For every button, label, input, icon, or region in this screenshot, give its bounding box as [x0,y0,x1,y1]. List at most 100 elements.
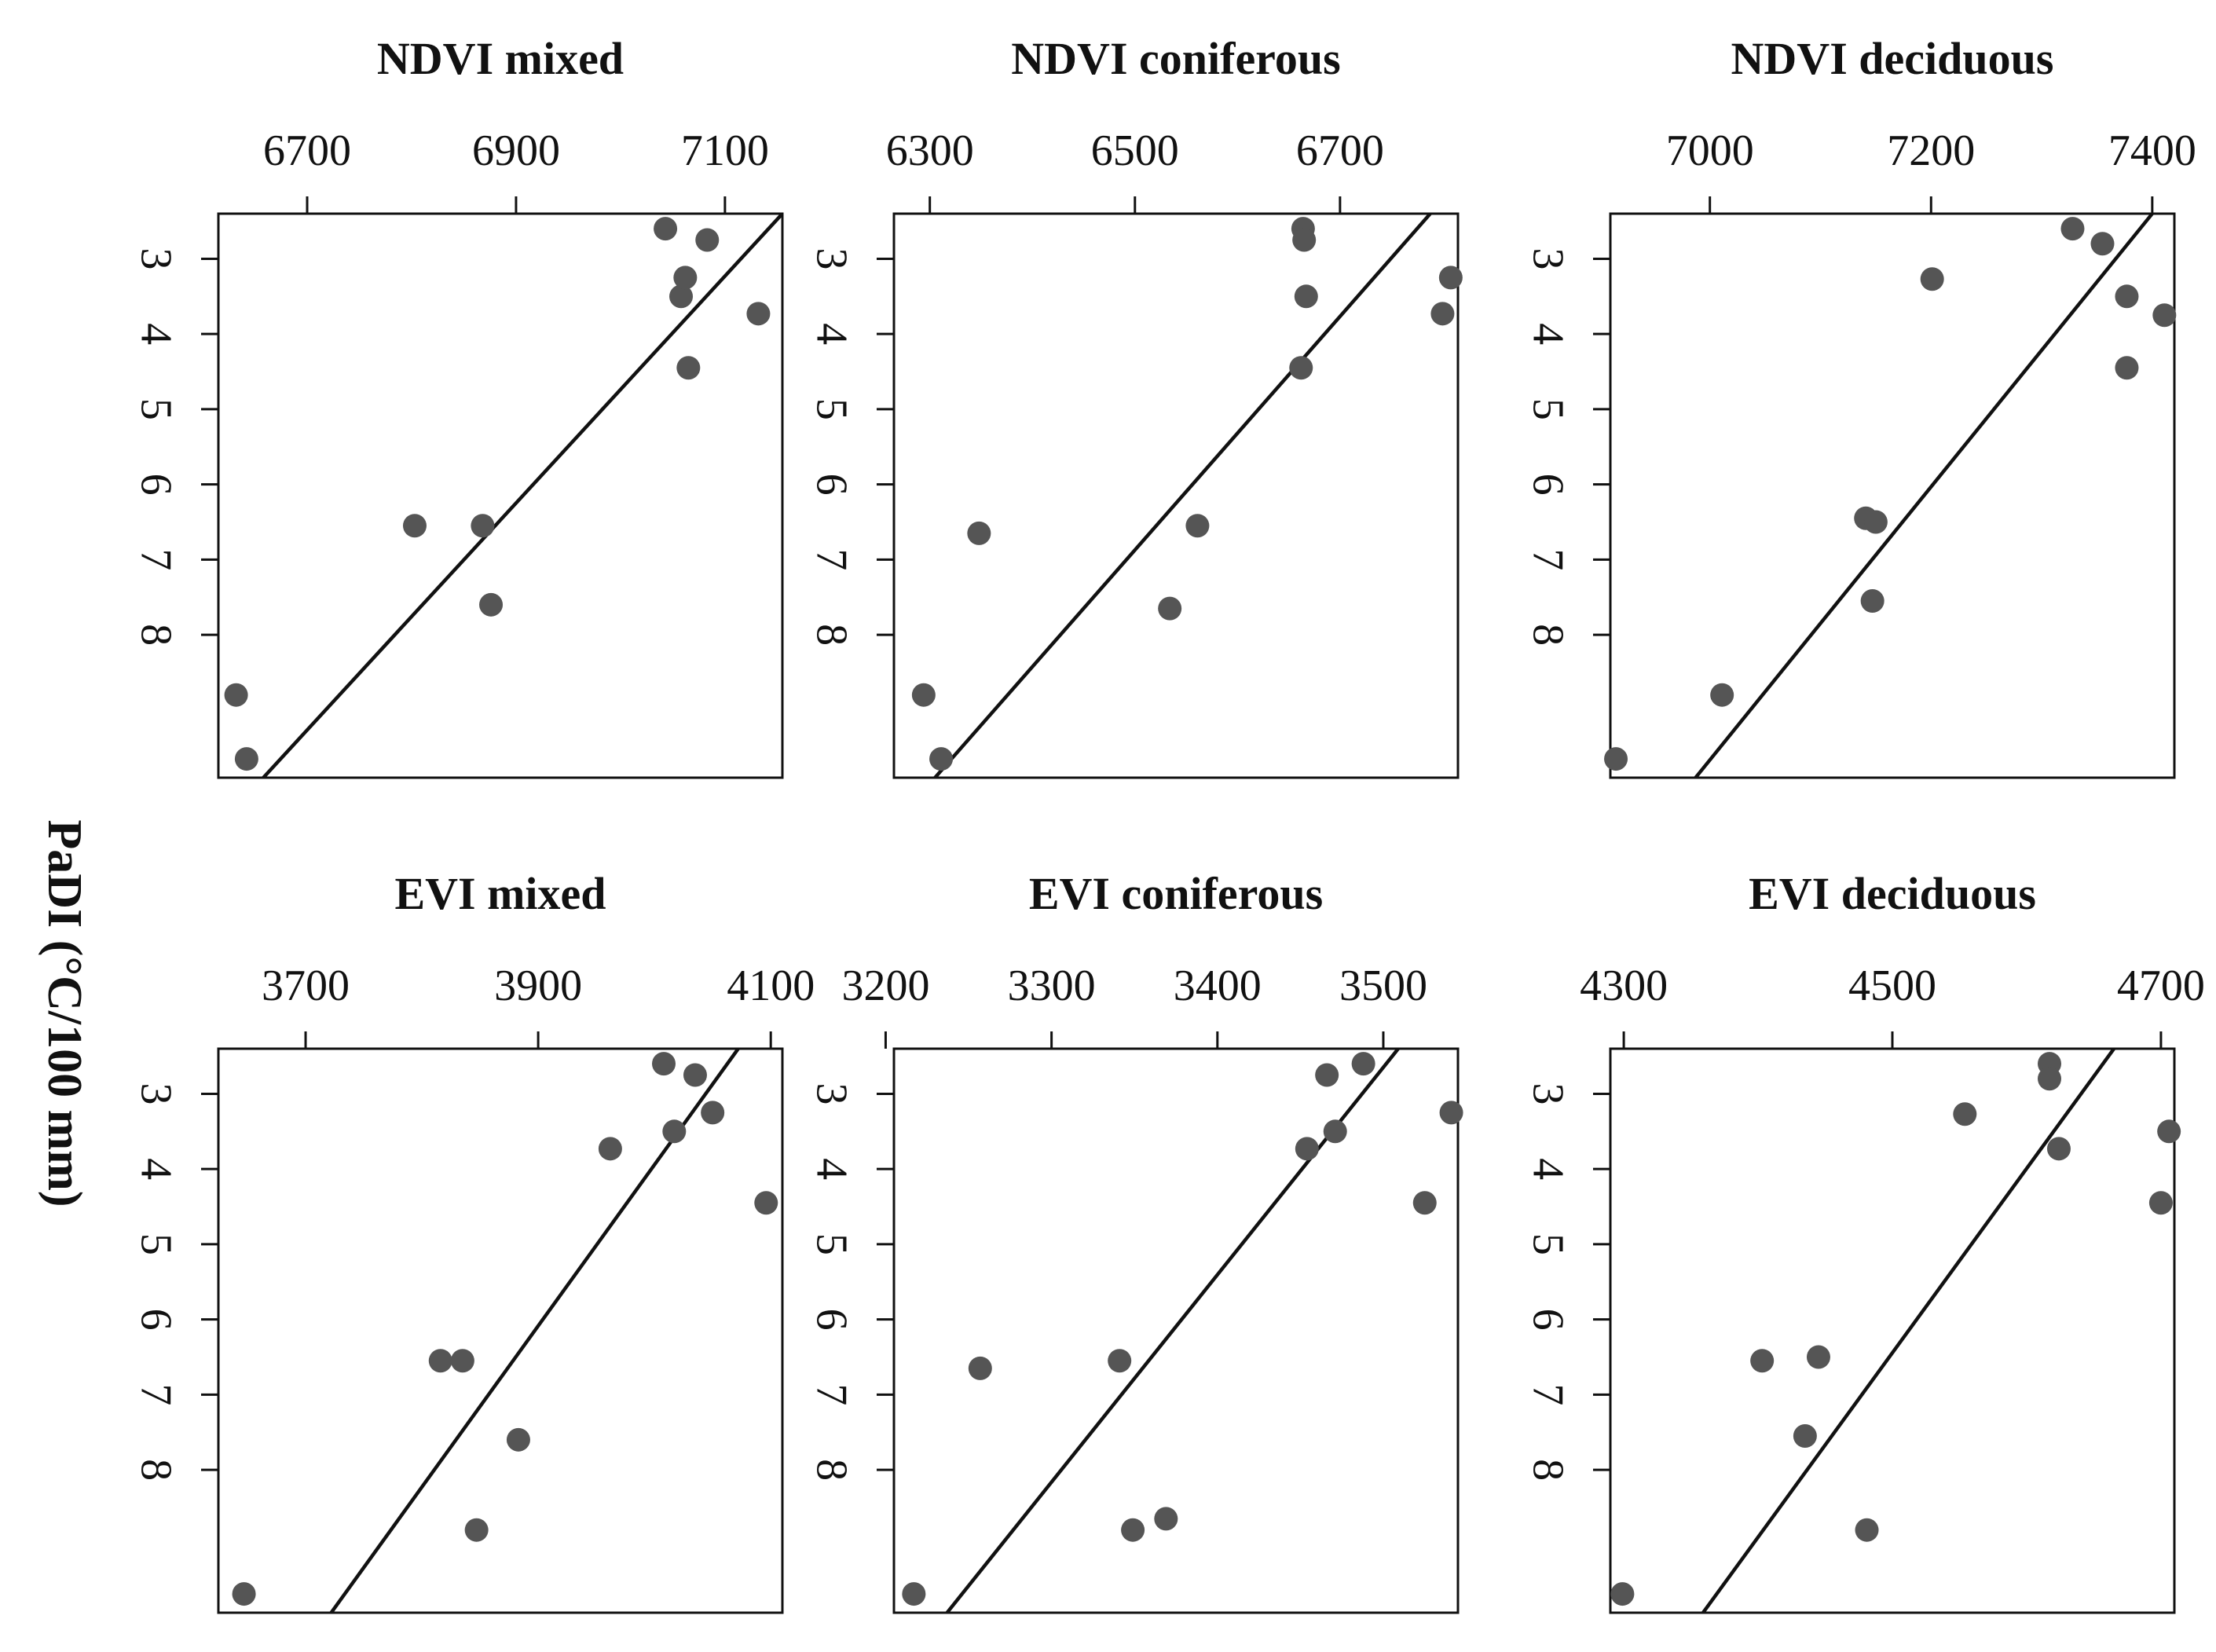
x-tick-label: 7000 [1666,126,1754,175]
plot-frame [217,1047,784,1614]
x-tick-label: 3700 [262,962,350,1010]
y-tick-label: 5 [807,1233,855,1255]
data-point [2060,217,2085,241]
data-point [1292,228,1317,252]
data-point [402,514,427,538]
data-point [598,1137,622,1161]
data-point [1855,1518,1879,1542]
data-point [1108,1349,1132,1373]
data-point [676,356,701,380]
data-point [2157,1119,2181,1144]
panel-title: EVI coniferous [1029,868,1323,919]
y-tick-label: 6 [807,474,855,496]
y-tick-label: 8 [807,1459,855,1481]
y-tick-label: 3 [131,1082,180,1104]
data-point [662,1119,687,1144]
x-tick-label: 6500 [1091,126,1179,175]
data-point [450,1349,474,1373]
y-tick-label: 7 [807,548,855,570]
data-point [911,683,936,707]
data-point [1806,1345,1830,1369]
data-point [2115,356,2139,380]
y-tick-label: 5 [807,398,855,420]
plot-frame [217,212,784,779]
y-tick-label: 8 [131,624,180,646]
y-tick-label: 8 [131,1459,180,1481]
data-point [746,302,771,326]
y-tick-label: 7 [807,1383,855,1405]
data-point [2148,1191,2173,1215]
x-tick-label: 4100 [727,962,815,1010]
data-point [1154,1507,1178,1531]
y-tick-label: 5 [131,398,180,420]
y-tick-label: 3 [1523,247,1572,269]
x-tick-label: 7100 [681,126,769,175]
y-tick-label: 4 [131,1158,180,1180]
data-point [1412,1191,1437,1215]
x-tick-label: 7200 [1887,126,1975,175]
y-tick-label: 4 [131,323,180,345]
regression-line [945,1049,1400,1613]
y-tick-label: 5 [131,1233,180,1255]
y-tick-label: 5 [1523,1233,1572,1255]
data-point [506,1427,530,1452]
x-tick-label: 6700 [263,126,351,175]
regression-line [1701,1049,2115,1613]
data-point [2038,1067,2062,1091]
data-point [1793,1424,1817,1449]
data-point [1323,1119,1347,1144]
y-tick-label: 7 [1523,548,1572,570]
data-point [1863,510,1888,534]
panel-title: EVI mixed [394,868,606,919]
data-point [654,217,678,241]
data-point [701,1101,725,1125]
data-point [1438,266,1463,290]
data-point [1351,1052,1375,1076]
data-point [2090,232,2115,256]
data-point [1610,1582,1635,1606]
panel-3: NDVI deciduous 7000 7200 7400 3 4 5 6 7 8 [1523,33,2196,779]
y-tick-label: 4 [1523,1158,1572,1180]
y-tick-label: 8 [1523,1459,1572,1481]
panel-6: EVI deciduous 4300 4500 4700 3 4 5 6 7 8 [1523,868,2205,1614]
data-point [1158,596,1182,621]
panel-title: NDVI mixed [377,33,624,84]
data-point [967,521,991,545]
x-tick-label: 3200 [841,962,929,1010]
x-tick-label: 4300 [1580,962,1668,1010]
data-point [1185,514,1210,538]
y-tick-label: 7 [131,1383,180,1405]
data-point [1750,1349,1775,1373]
data-point [1439,1101,1463,1125]
data-point [1289,356,1313,380]
panel-5: EVI coniferous 3200 3300 3400 3500 3 4 5 6 7 8 [807,868,1463,1614]
y-axis-label: PaDI (°C/100 mm) [38,819,91,1207]
data-point [2046,1137,2071,1161]
data-point [673,266,698,290]
x-tick-label: 3900 [494,962,582,1010]
regression-line [262,214,782,778]
data-point [1710,683,1734,707]
data-point [695,228,720,252]
panel-4: EVI mixed 3700 3900 4100 3 4 5 6 7 8 [131,868,815,1614]
data-point [1430,302,1455,326]
y-tick-label: 7 [131,548,180,570]
regression-line [329,1049,740,1613]
panel-title: NDVI coniferous [1011,33,1340,84]
y-tick-label: 4 [1523,323,1572,345]
data-point [232,1582,256,1606]
panel-2: NDVI coniferous 6300 6500 6700 3 4 5 6 7 8 [807,33,1463,779]
data-point [1920,267,1944,291]
y-tick-label: 5 [1523,398,1572,420]
y-tick-label: 8 [1523,624,1572,646]
panels: NDVI mixed 6700 6900 7100 3 4 5 6 7 8 NDVI conifer… [131,33,2205,1614]
x-tick-label: 3300 [1008,962,1096,1010]
y-tick-label: 6 [1523,1309,1572,1331]
data-point [464,1518,489,1542]
x-tick-label: 6900 [472,126,560,175]
y-tick-label: 6 [807,1309,855,1331]
y-tick-label: 6 [1523,474,1572,496]
data-point [669,284,694,309]
panel-title: EVI deciduous [1749,868,2036,919]
